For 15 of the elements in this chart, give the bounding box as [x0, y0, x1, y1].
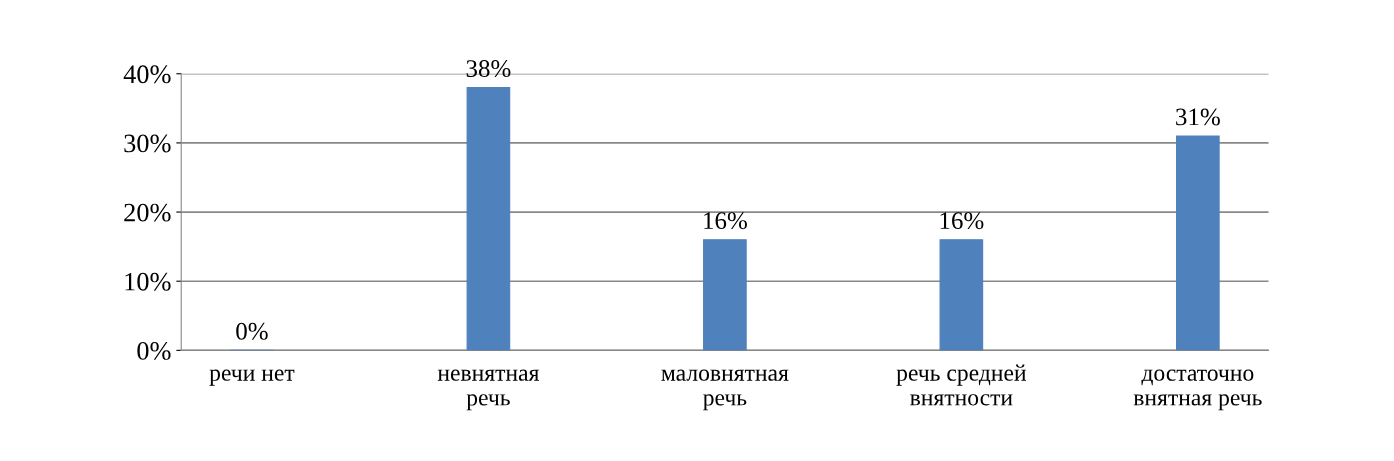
- y-tick-label: 30%: [124, 134, 171, 153]
- data-label: 38%: [466, 60, 511, 78]
- data-label: 16%: [940, 212, 984, 230]
- x-tick-label: невнятная речь: [437, 369, 539, 411]
- x-tick-label: маловнятная речь: [661, 369, 789, 411]
- y-tick-label: 0%: [137, 341, 171, 360]
- y-tick-label: 10%: [125, 272, 171, 291]
- y-tick-label: 20%: [124, 203, 171, 222]
- x-tick-label: достаточно внятная речь: [1133, 369, 1262, 411]
- y-tick-label: 40%: [123, 65, 171, 84]
- x-tick-label: речь средней внятности: [896, 364, 1027, 406]
- data-label: 16%: [704, 212, 747, 230]
- data-label: 0%: [236, 322, 268, 340]
- data-label: 31%: [1176, 108, 1220, 126]
- x-tick-label: речи нет: [209, 369, 295, 386]
